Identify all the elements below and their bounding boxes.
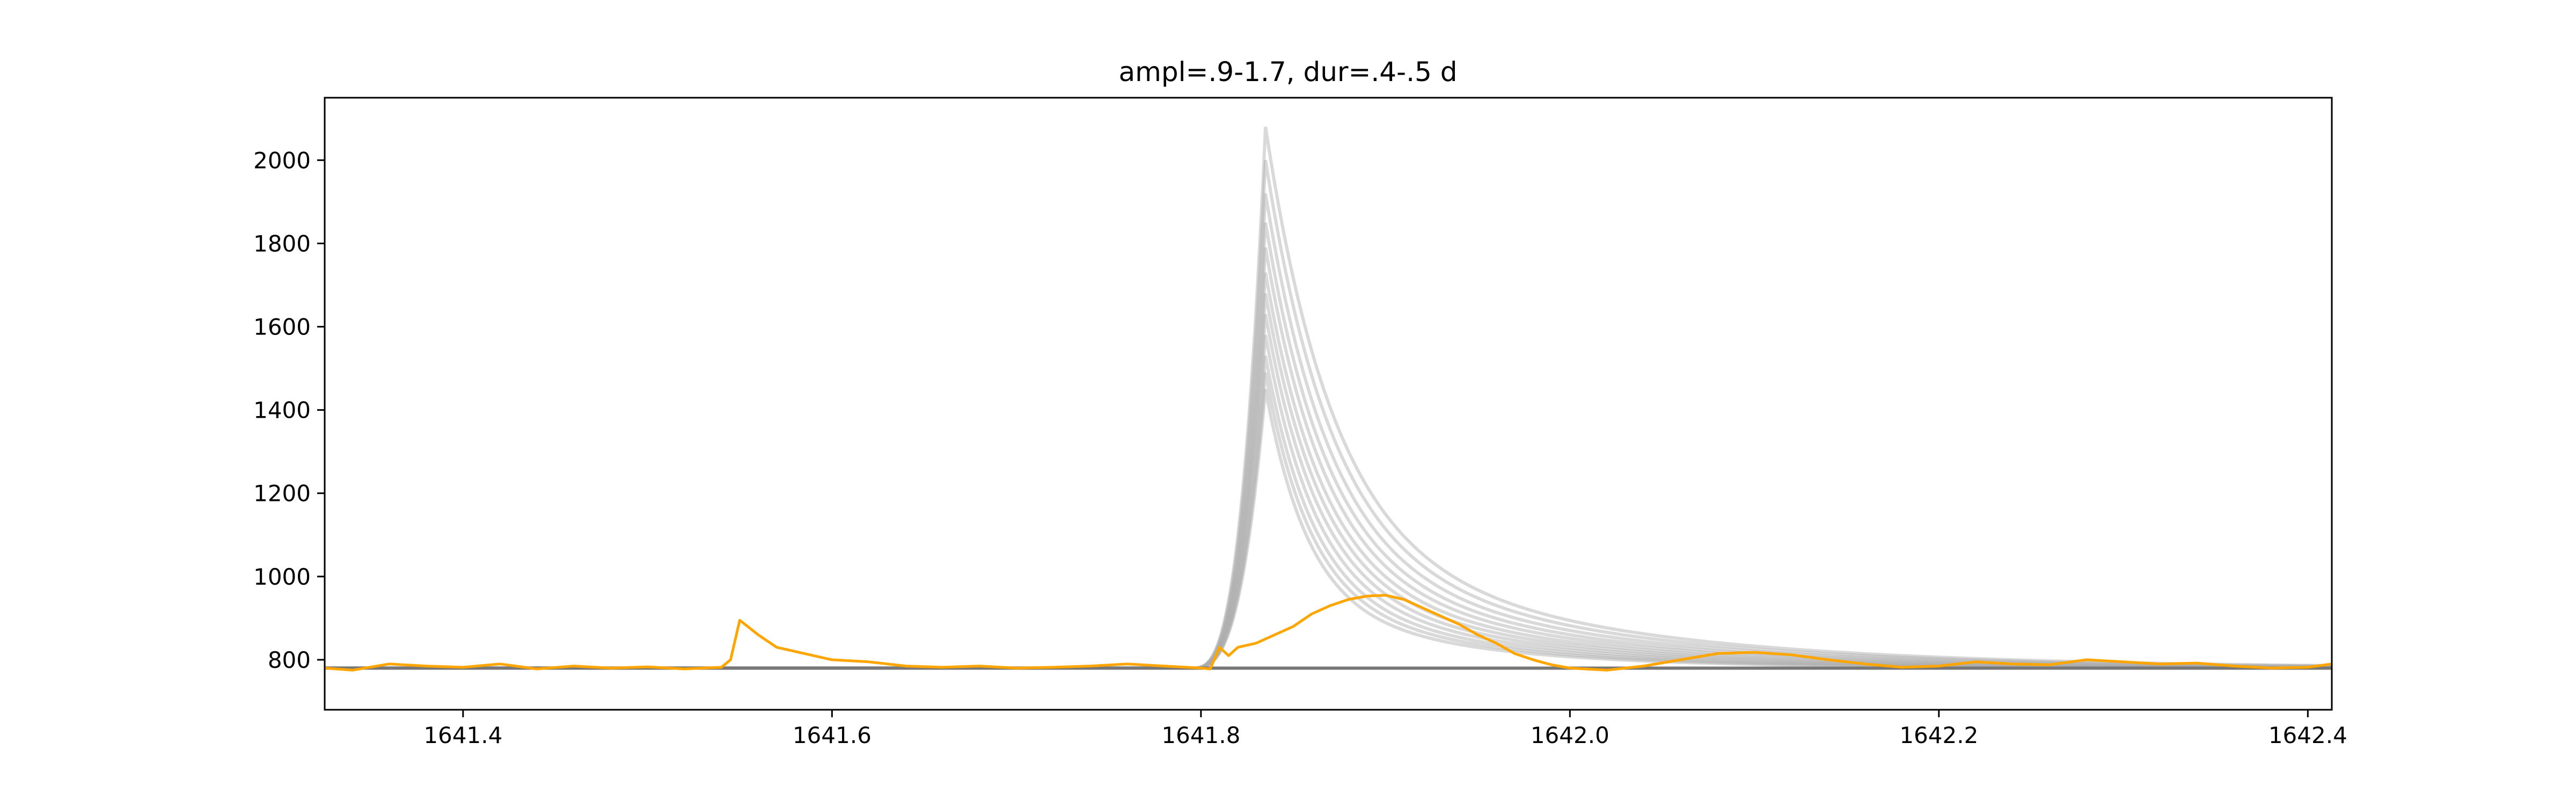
y-tick-label: 800 — [268, 647, 311, 673]
x-tick-label: 1642.0 — [1531, 722, 1609, 748]
model-curve — [325, 272, 2331, 670]
y-tick-label: 2000 — [253, 147, 311, 173]
model-curve — [325, 193, 2331, 670]
x-tick-label: 1641.8 — [1161, 722, 1240, 748]
y-tick-label: 1000 — [253, 564, 311, 590]
x-tick-label: 1642.4 — [2268, 722, 2347, 748]
model-curve — [325, 334, 2331, 670]
x-tick-label: 1641.6 — [793, 722, 872, 748]
y-tick-label: 1800 — [253, 230, 311, 257]
y-tick-label: 1200 — [253, 481, 311, 507]
x-tick-label: 1642.2 — [1899, 722, 1978, 748]
axes-frame — [324, 97, 2333, 711]
y-tick-label: 1400 — [253, 397, 311, 424]
model-curve — [325, 159, 2331, 670]
x-tick-label: 1641.4 — [423, 722, 502, 748]
observed-series-line — [325, 594, 2332, 672]
model-curve — [325, 372, 2331, 670]
y-tick-label: 1600 — [253, 314, 311, 340]
model-curve — [325, 314, 2331, 670]
model-curve — [325, 389, 2331, 670]
model-curve — [325, 126, 2331, 670]
chart-title: ampl=.9-1.7, dur=.4-.5 d — [1118, 56, 1458, 88]
model-curve — [325, 247, 2331, 670]
